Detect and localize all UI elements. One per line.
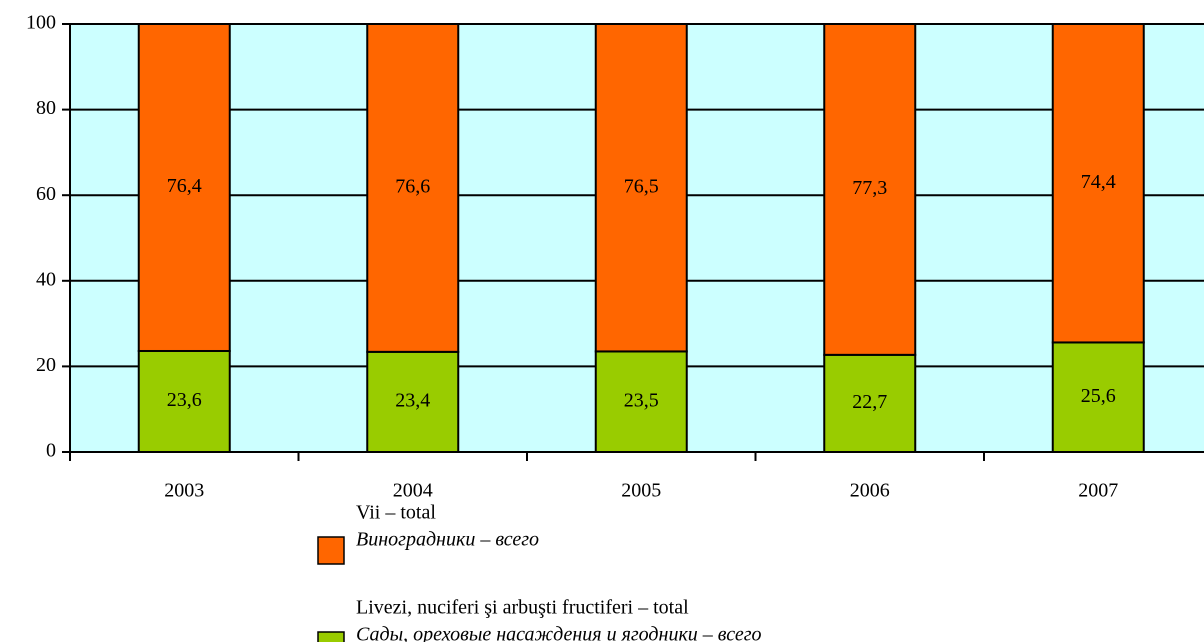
bar-segment [366, 350, 460, 453]
data-label: 22,7 [852, 391, 887, 413]
bar-segment [137, 23, 231, 352]
x-tick-label: 2005 [621, 480, 661, 502]
legend-swatch [317, 631, 345, 642]
data-label: 25,6 [1081, 385, 1116, 407]
bar-segment [1051, 341, 1145, 454]
data-label: 76,6 [395, 176, 430, 198]
bar-segment [823, 353, 917, 453]
data-label: 23,6 [167, 389, 202, 411]
x-tick-label: 2003 [164, 480, 204, 502]
y-tick-label: 20 [36, 354, 56, 376]
y-tick-label: 80 [36, 97, 56, 119]
bar-segment [137, 349, 231, 454]
data-label: 77,3 [852, 177, 887, 199]
bar-segment [594, 23, 688, 353]
legend-label: Vii – total [356, 502, 436, 524]
x-tick-label: 2004 [393, 480, 433, 502]
y-tick-label: 40 [36, 268, 56, 290]
bar-segment [594, 350, 688, 454]
y-tick-label: 60 [36, 183, 56, 205]
legend-swatch [317, 536, 345, 565]
x-tick-label: 2006 [850, 480, 890, 502]
data-label: 76,4 [167, 175, 202, 197]
data-label: 74,4 [1081, 171, 1116, 193]
x-tick-label: 2007 [1078, 480, 1118, 502]
bar-segment [1051, 23, 1145, 344]
legend-label-ru: Сады, ореховые насаждения и ягодники – в… [356, 624, 762, 642]
y-tick-label: 100 [26, 12, 56, 34]
legend-label-ru: Виноградники – всего [356, 529, 539, 551]
y-tick-label: 0 [46, 440, 56, 462]
bar-segment [366, 23, 460, 353]
bar-segment [823, 23, 917, 356]
data-label: 76,5 [624, 175, 659, 197]
data-label: 23,5 [624, 389, 659, 411]
legend-label: Livezi, nuciferi şi arbuşti fructiferi –… [356, 597, 689, 619]
data-label: 23,4 [395, 390, 430, 412]
